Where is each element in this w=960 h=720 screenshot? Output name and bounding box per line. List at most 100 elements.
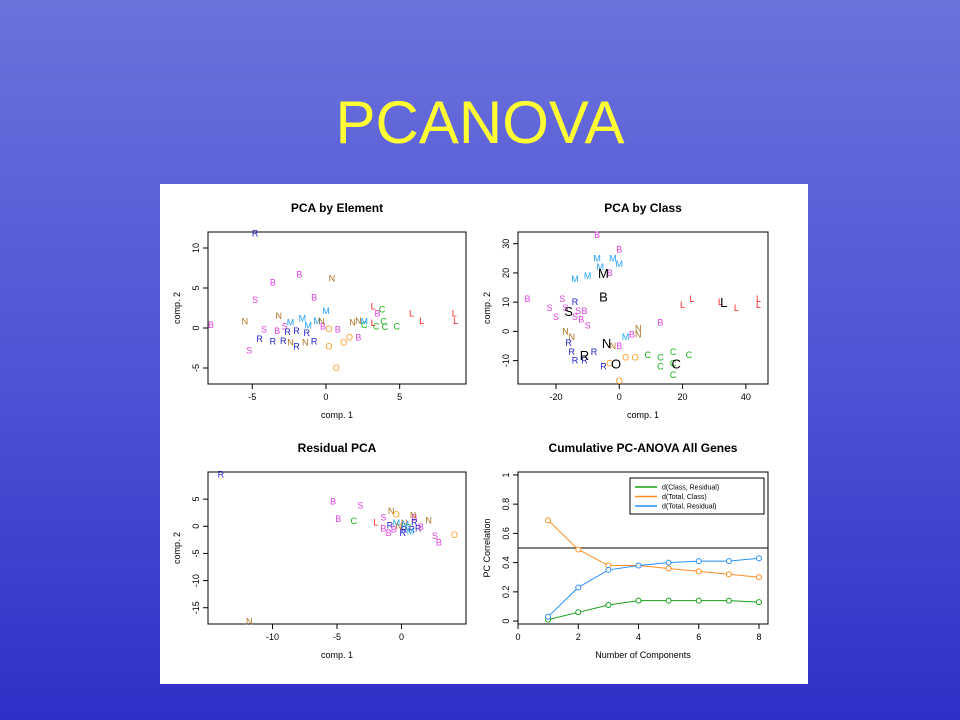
series-point xyxy=(695,597,702,604)
y-axis-label: comp. 2 xyxy=(172,532,182,564)
scatter-point: L xyxy=(718,297,723,307)
scatter-point: M xyxy=(584,271,592,281)
scatter-point: C xyxy=(670,359,677,369)
series-point xyxy=(695,568,702,575)
scatter-point: O xyxy=(346,333,353,343)
series-line xyxy=(547,519,760,578)
scatter-point: C xyxy=(373,321,380,331)
scatter-point: M xyxy=(361,317,369,327)
scatter-point: N xyxy=(246,616,253,626)
y-tick-label: 20 xyxy=(501,268,511,278)
scatter-point: B xyxy=(391,525,397,535)
series-point xyxy=(545,613,552,620)
scatter-point: N xyxy=(287,337,294,347)
plot-frame xyxy=(517,231,769,385)
panel-2: PCA by Class -20 0 20 40 -10 0 10 20 30 comp. 1 com… xyxy=(482,201,769,420)
scatter-point: L xyxy=(680,300,685,310)
x-tick-label: 40 xyxy=(741,392,751,402)
scatter-point: B xyxy=(330,496,336,506)
series-line xyxy=(548,600,759,621)
scatter-point: M xyxy=(287,317,295,327)
panel-title: PCA by Element xyxy=(291,201,383,215)
series-point xyxy=(605,566,612,573)
panel-title: Residual PCA xyxy=(298,441,377,455)
panel-title: PCA by Class xyxy=(604,201,682,215)
x-axis-label: comp. 1 xyxy=(321,410,353,420)
scatter-point: S xyxy=(252,295,258,305)
scatter-point: O xyxy=(622,353,629,363)
x-tick-label: 0 xyxy=(399,632,404,642)
x-tick-label: 20 xyxy=(678,392,688,402)
plot-frame xyxy=(207,471,467,625)
scatter-point: B xyxy=(311,293,317,303)
x-tick-label: 6 xyxy=(696,632,701,642)
scatter-point: M xyxy=(313,316,321,326)
scatter-point: B xyxy=(320,321,326,331)
y-tick-label: 0 xyxy=(191,325,201,330)
scatter-point: S xyxy=(572,312,578,322)
scatter-point: R xyxy=(270,337,277,347)
y-tick-label: -10 xyxy=(501,354,511,367)
series-point xyxy=(725,571,732,578)
class-centroid: C xyxy=(672,357,681,372)
scatter-point: B xyxy=(380,523,386,533)
scatter-point: N xyxy=(302,337,309,347)
scatter-point: N xyxy=(329,273,336,283)
scatter-point: B xyxy=(375,309,381,319)
scatter-point: R xyxy=(600,361,607,371)
scatter-point: R xyxy=(581,356,588,366)
scatter-point: L xyxy=(371,318,376,328)
scatter-point: L xyxy=(371,301,376,311)
scatter-point: N xyxy=(635,329,642,339)
y-tick-label: 0.4 xyxy=(501,556,511,569)
y-tick-label: 0.6 xyxy=(501,527,511,540)
series-point xyxy=(575,546,582,553)
scatter-point: R xyxy=(252,229,259,239)
scatter-point: L xyxy=(373,517,378,527)
scatter-point: S xyxy=(585,321,591,331)
y-tick-label: 5 xyxy=(191,497,201,502)
scatter-point: S xyxy=(559,294,565,304)
scatter-point: C xyxy=(644,350,651,360)
scatter-point: B xyxy=(335,514,341,524)
scatter-point: R xyxy=(572,297,579,307)
legend-label: d(Class, Residual) xyxy=(662,485,719,492)
scatter-point: C xyxy=(379,305,386,315)
series-point xyxy=(665,565,672,572)
scatter-point: B xyxy=(296,269,302,279)
scatter-point: S xyxy=(282,321,288,331)
scatter-point: N xyxy=(635,323,642,333)
y-tick-label: 10 xyxy=(501,297,511,307)
scatter-point: L xyxy=(453,316,458,326)
scatter-point: R xyxy=(569,347,576,357)
scatter-point: L xyxy=(756,300,761,310)
scatter-point: M xyxy=(616,259,624,269)
class-centroid: S xyxy=(564,304,573,319)
scatter-point: L xyxy=(409,309,414,319)
scatter-point: O xyxy=(616,376,623,386)
scatter-point: M xyxy=(402,520,410,530)
scatter-point: O xyxy=(325,324,332,334)
series-point xyxy=(545,517,552,524)
scatter-point: R xyxy=(311,337,318,347)
scatter-point: N xyxy=(242,317,249,327)
scatter-point: N xyxy=(388,506,395,516)
scatter-point: R xyxy=(572,356,579,366)
scatter-point: M xyxy=(393,518,401,528)
y-axis-label: comp. 2 xyxy=(172,292,182,324)
scatter-point: M xyxy=(597,262,605,272)
scatter-point: C xyxy=(405,522,412,532)
scatter-point: B xyxy=(270,277,276,287)
y-axis-label: comp. 2 xyxy=(482,292,492,324)
scatter-point: M xyxy=(571,274,579,284)
y-tick-label: 10 xyxy=(191,243,201,253)
series-point xyxy=(635,562,642,569)
panel-3: Residual PCA -10 -5 0 -15 -10 -5 0 5 comp. 1 comp.… xyxy=(172,441,467,660)
scatter-point: R xyxy=(565,338,572,348)
scatter-point: S xyxy=(261,325,267,335)
scatter-point: C xyxy=(670,347,677,357)
class-centroid: B xyxy=(599,289,608,304)
x-tick-label: -5 xyxy=(248,392,256,402)
y-tick-label: -15 xyxy=(191,601,201,614)
